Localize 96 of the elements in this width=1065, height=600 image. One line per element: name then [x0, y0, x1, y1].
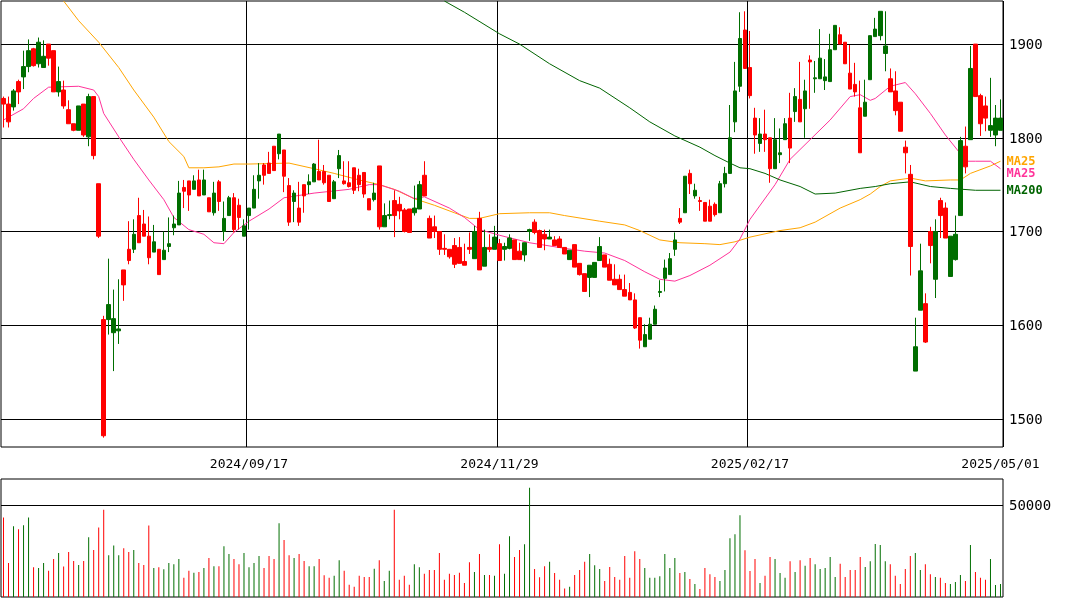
- candlestick: [292, 189, 296, 223]
- candlestick: [11, 88, 16, 112]
- candlestick: [487, 233, 492, 253]
- candlestick: [522, 242, 527, 262]
- candlestick: [547, 229, 552, 240]
- candlestick: [207, 197, 211, 213]
- candlestick: [167, 216, 171, 253]
- candlestick: [227, 195, 231, 217]
- candlestick: [202, 169, 206, 196]
- candlestick: [753, 107, 757, 155]
- candlestick: [56, 66, 61, 98]
- candlestick: [377, 165, 382, 231]
- candlestick: [242, 218, 246, 237]
- candlestick: [61, 80, 66, 110]
- candlestick: [658, 279, 662, 298]
- candlestick: [733, 61, 737, 133]
- candlestick: [76, 105, 81, 131]
- candlestick: [16, 79, 21, 105]
- y-tick-label: 1800: [1009, 129, 1043, 146]
- candlestick: [101, 315, 106, 439]
- candlestick: [222, 201, 226, 242]
- candlestick: [928, 226, 933, 264]
- candlestick: [597, 236, 602, 262]
- series-label: MA200: [1006, 183, 1043, 198]
- candlestick: [132, 218, 136, 254]
- candlestick: [277, 133, 281, 160]
- candlestick: [793, 87, 797, 123]
- candlestick: [302, 184, 306, 214]
- candlestick: [693, 183, 697, 200]
- y-tick-label: 1900: [1009, 36, 1043, 53]
- candlestick: [903, 140, 908, 174]
- y-tick-label: 1500: [1009, 410, 1043, 427]
- candlestick: [482, 229, 487, 267]
- candlestick: [808, 54, 812, 110]
- candlestick: [332, 179, 336, 200]
- candlestick: [127, 220, 131, 265]
- candlestick: [798, 61, 802, 123]
- candlestick: [81, 103, 86, 138]
- candlestick: [86, 93, 91, 147]
- series-label: MA25: [1006, 166, 1036, 181]
- candlestick: [212, 181, 216, 217]
- candlestick: [372, 182, 376, 203]
- candlestick: [257, 162, 261, 200]
- candlestick: [908, 164, 913, 277]
- candlestick: [152, 224, 156, 253]
- line-series: [63, 0, 1001, 246]
- candlestick: [698, 196, 702, 212]
- candlestick: [162, 231, 166, 261]
- candlestick: [673, 231, 677, 257]
- candlestick: [913, 317, 918, 372]
- candlestick: [282, 149, 286, 193]
- x-tick-label: 2024/11/29: [460, 456, 539, 471]
- candlestick: [963, 126, 968, 174]
- candlestick: [923, 292, 928, 344]
- candlestick: [192, 174, 196, 190]
- candlestick: [91, 96, 96, 160]
- candlestick: [968, 45, 973, 141]
- y-tick-label: 1700: [1009, 223, 1043, 240]
- candlestick: [197, 169, 201, 197]
- line-series: [3, 82, 1001, 282]
- candlestick: [467, 231, 472, 255]
- x-tick-label: 2025/05/01: [961, 456, 1040, 471]
- candlestick: [858, 80, 862, 154]
- candlestick: [527, 228, 532, 242]
- candlestick: [297, 181, 301, 227]
- candlestick: [422, 160, 427, 197]
- candlestick: [217, 179, 221, 212]
- candlestick: [157, 248, 161, 276]
- candlestick: [788, 92, 792, 164]
- x-tick-label: 2024/09/17: [209, 456, 289, 471]
- candlestick: [678, 207, 682, 225]
- candlestick: [497, 238, 502, 262]
- y-tick-label: 1600: [1009, 317, 1043, 334]
- candlestick: [738, 11, 742, 93]
- candlestick: [863, 79, 867, 117]
- candlestick: [492, 225, 497, 250]
- candlestick: [883, 10, 888, 72]
- candlestick: [758, 117, 762, 153]
- candlestick: [121, 269, 126, 302]
- candlestick: [31, 47, 36, 68]
- y-tick-label: 50000: [1009, 496, 1052, 513]
- x-tick-label: 2025/02/17: [710, 456, 790, 471]
- candlestick: [933, 218, 938, 299]
- candlestick: [337, 149, 341, 179]
- candlestick: [688, 169, 692, 195]
- candlestick: [472, 225, 477, 260]
- candlestick: [367, 198, 371, 211]
- series-label: MA25: [1006, 154, 1036, 169]
- candlestick: [567, 249, 572, 261]
- candlestick: [918, 243, 923, 311]
- candlestick: [803, 79, 807, 139]
- candlestick: [683, 175, 687, 214]
- candlestick: [477, 211, 482, 271]
- candlestick: [287, 177, 291, 227]
- candlestick: [96, 183, 101, 239]
- candlestick: [783, 117, 787, 141]
